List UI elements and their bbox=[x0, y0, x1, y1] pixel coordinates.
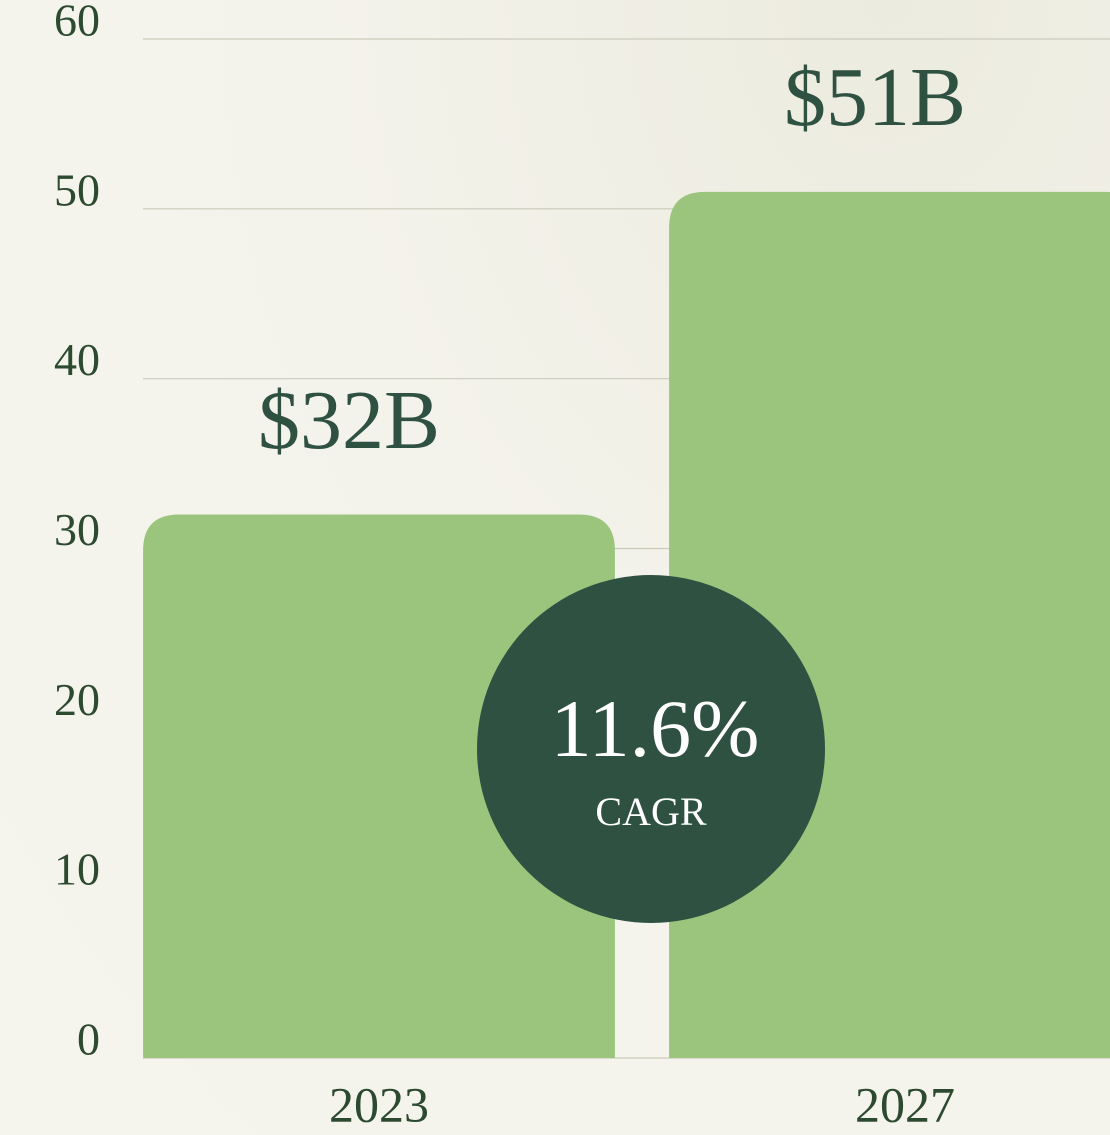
y-tick-label: 10 bbox=[54, 844, 100, 895]
x-tick-label: 2027 bbox=[855, 1076, 955, 1132]
x-tick-label: 2023 bbox=[329, 1076, 429, 1132]
value-label: $51B bbox=[784, 51, 966, 144]
y-tick-label: 40 bbox=[54, 334, 100, 385]
badge-value: 11.6% bbox=[551, 683, 760, 774]
y-tick-label: 20 bbox=[54, 674, 100, 725]
bar bbox=[143, 514, 615, 1058]
y-tick-label: 60 bbox=[54, 0, 100, 46]
y-tick-label: 50 bbox=[54, 164, 100, 215]
cagr-badge: 11.6% CAGR bbox=[477, 575, 825, 923]
y-tick-label: 0 bbox=[77, 1014, 100, 1065]
badge-label: CAGR bbox=[595, 789, 706, 834]
badge-circle bbox=[477, 575, 825, 923]
value-label: $32B bbox=[258, 374, 440, 467]
y-tick-label: 30 bbox=[54, 504, 100, 555]
